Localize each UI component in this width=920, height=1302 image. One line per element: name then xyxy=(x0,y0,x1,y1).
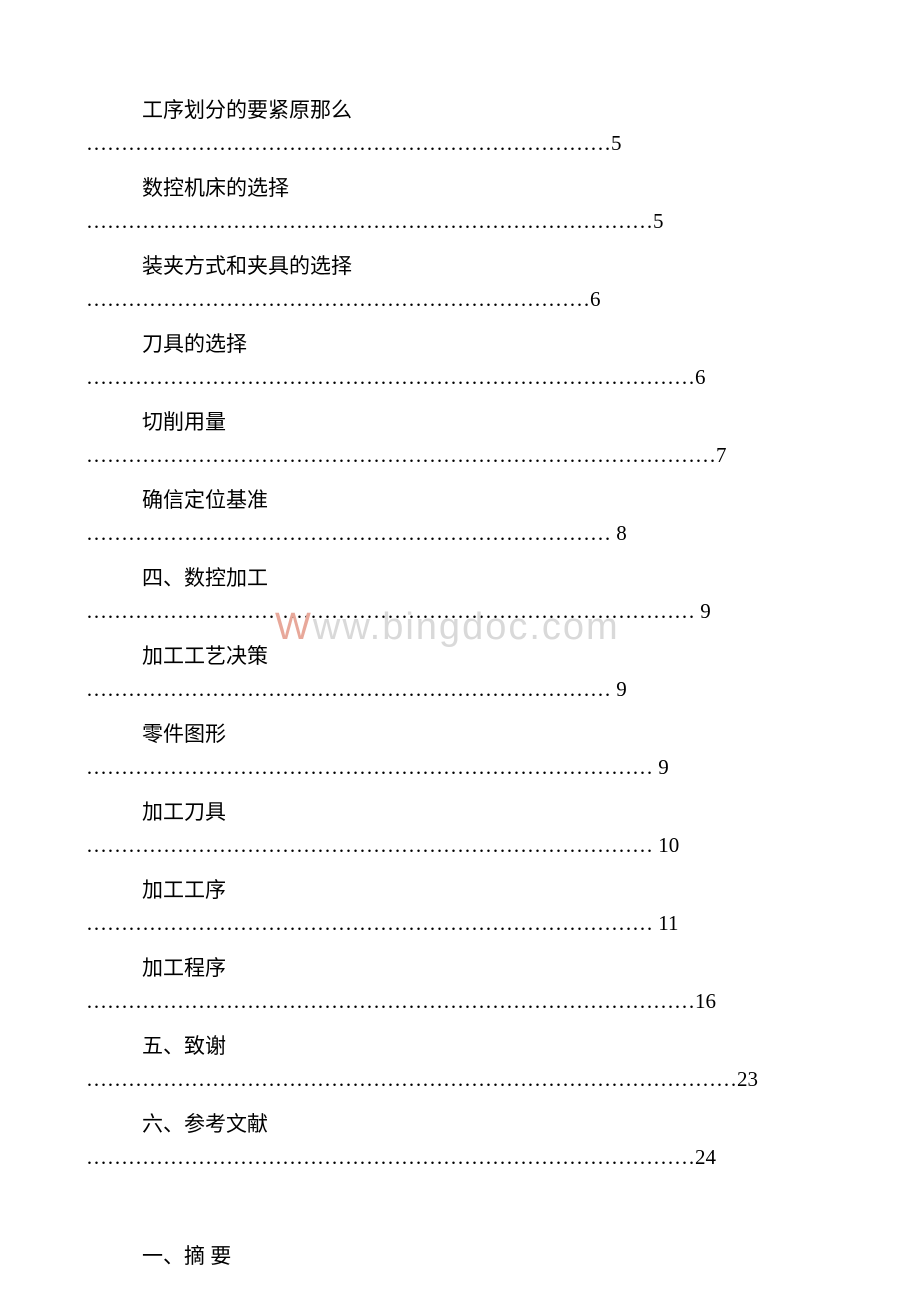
toc-entry: 数控机床的选择………………………………………………………………………5 xyxy=(0,172,920,250)
toc-entry-title: 加工工艺决策 xyxy=(0,640,920,673)
toc-entry-title: 六、参考文献 xyxy=(0,1108,920,1141)
toc-entry: 零件图形……………………………………………………………………… 9 xyxy=(0,718,920,796)
toc-entry-title: 加工工序 xyxy=(0,874,920,907)
toc-entry-title: 五、致谢 xyxy=(0,1030,920,1063)
toc-entry: 加工程序……………………………………………………………………………16 xyxy=(0,952,920,1030)
toc-entry-title: 四、数控加工 xyxy=(0,562,920,595)
table-of-contents: 工序划分的要紧原那么…………………………………………………………………5数控机床… xyxy=(0,94,920,1186)
toc-entry-title: 切削用量 xyxy=(0,406,920,439)
toc-entry: 装夹方式和夹具的选择………………………………………………………………6 xyxy=(0,250,920,328)
toc-entry-title: 数控机床的选择 xyxy=(0,172,920,205)
toc-entry-leader: …………………………………………………………………5 xyxy=(0,127,920,172)
toc-entry-title: 加工刀具 xyxy=(0,796,920,829)
toc-entry: 加工工序……………………………………………………………………… 11 xyxy=(0,874,920,952)
toc-entry-leader: ……………………………………………………………………………16 xyxy=(0,985,920,1030)
toc-entry-title: 确信定位基准 xyxy=(0,484,920,517)
toc-entry-leader: ………………………………………………………………… 9 xyxy=(0,673,920,718)
toc-entry-title: 刀具的选择 xyxy=(0,328,920,361)
section-heading: 一、摘 要 xyxy=(0,1246,920,1267)
toc-entry-leader: …………………………………………………………………………………23 xyxy=(0,1063,920,1108)
toc-entry-title: 零件图形 xyxy=(0,718,920,751)
toc-entry: 加工刀具……………………………………………………………………… 10 xyxy=(0,796,920,874)
toc-entry: 加工工艺决策………………………………………………………………… 9 xyxy=(0,640,920,718)
toc-entry: 确信定位基准………………………………………………………………… 8 xyxy=(0,484,920,562)
toc-entry-title: 装夹方式和夹具的选择 xyxy=(0,250,920,283)
toc-entry-leader: ………………………………………………………………6 xyxy=(0,283,920,328)
toc-entry-title: 工序划分的要紧原那么 xyxy=(0,94,920,127)
toc-entry-title: 加工程序 xyxy=(0,952,920,985)
toc-entry-leader: …………………………………………………………………………… 9 xyxy=(0,595,920,640)
toc-entry-leader: ………………………………………………………………………5 xyxy=(0,205,920,250)
toc-entry: 四、数控加工…………………………………………………………………………… 9 xyxy=(0,562,920,640)
toc-entry-leader: ………………………………………………………………………………7 xyxy=(0,439,920,484)
toc-entry-leader: ……………………………………………………………………………6 xyxy=(0,361,920,406)
toc-entry: 刀具的选择……………………………………………………………………………6 xyxy=(0,328,920,406)
toc-entry-leader: ……………………………………………………………………… 10 xyxy=(0,829,920,874)
toc-entry: 六、参考文献……………………………………………………………………………24 xyxy=(0,1108,920,1186)
toc-entry-leader: ……………………………………………………………………… 9 xyxy=(0,751,920,796)
toc-entry-leader: ………………………………………………………………… 8 xyxy=(0,517,920,562)
toc-entry: 切削用量………………………………………………………………………………7 xyxy=(0,406,920,484)
toc-entry-leader: ……………………………………………………………………… 11 xyxy=(0,907,920,952)
toc-entry: 五、致谢…………………………………………………………………………………23 xyxy=(0,1030,920,1108)
toc-entry: 工序划分的要紧原那么…………………………………………………………………5 xyxy=(0,94,920,172)
toc-entry-leader: ……………………………………………………………………………24 xyxy=(0,1141,920,1186)
